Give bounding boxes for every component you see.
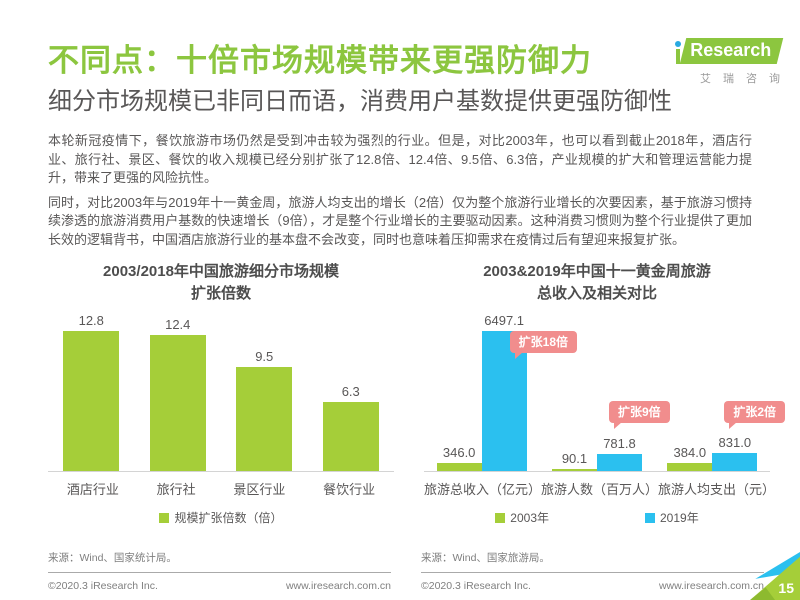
x-axis-label: 餐饮行业 bbox=[323, 482, 376, 497]
page-header: 不同点：十倍市场规模带来更强防御力 细分市场规模已非同日而语，消费用户基数提供更… bbox=[0, 0, 800, 117]
page-subtitle: 细分市场规模已非同日而语，消费用户基数提供更强防御性 bbox=[48, 88, 672, 115]
chart-title-line: 总收入及相关对比 bbox=[536, 285, 657, 302]
x-axis-label: 旅游人均支出（元） bbox=[658, 482, 776, 497]
legend-label: 2019年 bbox=[660, 511, 699, 525]
bar-value-label: 12.4 bbox=[165, 317, 191, 332]
footer-left: 来源：Wind、国家统计局。 ©2020.3 iResearch Inc. ww… bbox=[48, 550, 391, 592]
bar-column-2003: 384.0 bbox=[667, 313, 713, 471]
expansion-badge: 扩张2倍 bbox=[724, 401, 785, 429]
bar-value-label: 6497.1 bbox=[484, 313, 525, 328]
legend-label: 2003年 bbox=[510, 511, 549, 525]
chart-title-line: 2003&2019年中国十一黄金周旅游 bbox=[483, 263, 711, 280]
bar-column-2019: 831.0 扩张2倍 bbox=[712, 313, 785, 471]
bar-value-label: 9.5 bbox=[255, 349, 274, 364]
chart-plot-area: 12.8 12.4 9.5 6.3 bbox=[48, 313, 394, 472]
chart-legend: 规模扩张倍数（倍） bbox=[48, 509, 394, 526]
legend-item: 2003年 bbox=[495, 509, 549, 526]
legend-item: 规模扩张倍数（倍） bbox=[159, 509, 283, 526]
bar-value-label: 781.8 bbox=[603, 436, 636, 451]
x-axis-label: 酒店行业 bbox=[66, 482, 119, 497]
bar-column-2019: 781.8 扩张9倍 bbox=[596, 313, 670, 471]
bar-value-label: 12.8 bbox=[78, 313, 104, 328]
bar-value-label: 6.3 bbox=[341, 384, 360, 399]
footer-divider bbox=[48, 572, 391, 573]
chart-legend: 2003年 2019年 bbox=[424, 509, 770, 526]
bar-column-2003: 90.1 bbox=[551, 313, 597, 471]
bar-group: 6.3 bbox=[322, 313, 379, 471]
bar-value-label: 90.1 bbox=[561, 451, 588, 466]
bar-group: 384.0 831.0 扩张2倍 bbox=[667, 313, 785, 471]
bar-value-label: 346.0 bbox=[442, 445, 476, 460]
expansion-badge: 扩张9倍 bbox=[608, 401, 670, 429]
legend-swatch bbox=[159, 512, 170, 523]
bar bbox=[712, 453, 758, 471]
bar bbox=[551, 469, 597, 471]
bar bbox=[436, 463, 482, 471]
paragraph: 本轮新冠疫情下，餐饮旅游市场仍然是受到冲击较为强烈的行业。但是，对比2003年，… bbox=[48, 133, 752, 185]
chart-title: 2003&2019年中国十一黄金周旅游 总收入及相关对比 bbox=[424, 261, 770, 305]
footer-divider bbox=[421, 572, 764, 573]
bar bbox=[149, 335, 206, 471]
legend-label: 规模扩张倍数（倍） bbox=[174, 511, 283, 525]
page-footer: 来源：Wind、国家统计局。 ©2020.3 iResearch Inc. ww… bbox=[48, 550, 764, 592]
logo-banner: Research bbox=[679, 38, 784, 64]
bar-group: 12.4 bbox=[149, 313, 206, 471]
body-text: 本轮新冠疫情下，餐饮旅游市场仍然是受到冲击较为强烈的行业。但是，对比2003年，… bbox=[0, 117, 800, 249]
page-corner: 15 bbox=[748, 552, 800, 600]
x-axis-label: 旅游总收入（亿元） bbox=[424, 482, 542, 497]
copyright: ©2020.3 iResearch Inc. bbox=[48, 580, 158, 592]
bar bbox=[667, 463, 713, 471]
bar-group: 346.0 6497.1 扩张18倍 bbox=[436, 313, 578, 471]
chart-market-expansion: 2003/2018年中国旅游细分市场规模 扩张倍数 12.8 12.4 9.5 … bbox=[48, 261, 394, 526]
bar-column-2003: 346.0 bbox=[436, 313, 482, 471]
chart-title-line: 扩张倍数 bbox=[190, 285, 251, 302]
bar-group: 12.8 bbox=[63, 313, 120, 471]
bar bbox=[322, 402, 379, 471]
website-link[interactable]: www.iresearch.com.cn bbox=[285, 580, 391, 592]
legend-swatch bbox=[645, 512, 655, 523]
paragraph: 同时，对比2003年与2019年十一黄金周，旅游人均支出的增长（2倍）仅为整个旅… bbox=[48, 194, 752, 247]
x-axis-label: 旅游人数（百万人） bbox=[541, 482, 659, 497]
x-axis-label: 旅行社 bbox=[156, 482, 196, 497]
charts-row: 2003/2018年中国旅游细分市场规模 扩张倍数 12.8 12.4 9.5 … bbox=[0, 255, 800, 526]
logo-banner-text: Research bbox=[690, 40, 772, 60]
bar-group: 9.5 bbox=[236, 313, 293, 471]
bar-group: 90.1 781.8 扩张9倍 bbox=[551, 313, 670, 471]
expansion-badge: 扩张18倍 bbox=[509, 331, 578, 359]
iresearch-logo: Research 艾瑞咨询 bbox=[658, 38, 784, 86]
source-note: 来源：Wind、国家旅游局。 bbox=[421, 552, 550, 564]
chart-title-line: 2003/2018年中国旅游细分市场规模 bbox=[103, 263, 339, 280]
chart-title: 2003/2018年中国旅游细分市场规模 扩张倍数 bbox=[48, 261, 394, 305]
logo-i-icon bbox=[674, 41, 681, 64]
legend-swatch bbox=[495, 512, 506, 523]
website-link[interactable]: www.iresearch.com.cn bbox=[658, 580, 764, 592]
footer-right: 来源：Wind、国家旅游局。 ©2020.3 iResearch Inc. ww… bbox=[421, 550, 764, 592]
x-axis-labels: 酒店行业 旅行社 景区行业 餐饮行业 bbox=[48, 479, 394, 498]
bar bbox=[596, 454, 642, 471]
page-number: 15 bbox=[778, 580, 794, 596]
bar bbox=[63, 331, 120, 471]
copyright: ©2020.3 iResearch Inc. bbox=[421, 580, 531, 592]
legend-item: 2019年 bbox=[645, 509, 699, 526]
bar-value-label: 831.0 bbox=[718, 435, 752, 450]
bar-column-2019: 6497.1 扩张18倍 bbox=[481, 313, 578, 471]
logo-caption: 艾瑞咨询 bbox=[700, 73, 792, 85]
bar-value-label: 384.0 bbox=[673, 445, 707, 460]
page-title: 不同点：十倍市场规模带来更强防御力 bbox=[48, 43, 592, 78]
x-axis-label: 景区行业 bbox=[233, 482, 286, 497]
source-note: 来源：Wind、国家统计局。 bbox=[48, 552, 177, 564]
x-axis-labels: 旅游总收入（亿元） 旅游人数（百万人） 旅游人均支出（元） bbox=[424, 479, 775, 498]
chart-plot-area: 346.0 6497.1 扩张18倍 90.1 781.8 扩张9倍 384.0… bbox=[424, 313, 785, 472]
chart-golden-week: 2003&2019年中国十一黄金周旅游 总收入及相关对比 346.0 6497.… bbox=[424, 261, 785, 526]
bar bbox=[236, 367, 293, 471]
